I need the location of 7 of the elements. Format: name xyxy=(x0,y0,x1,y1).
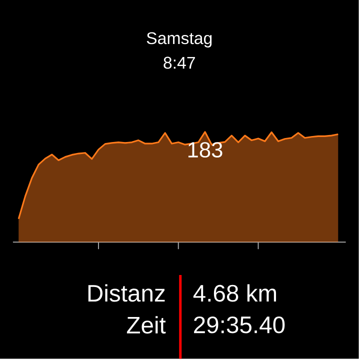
chart-title: Samstag xyxy=(146,32,212,48)
text: Distanz xyxy=(88,284,165,302)
chart-subtitle: 8:47 xyxy=(164,56,196,69)
text: 29:35.40 xyxy=(194,316,285,334)
text: 4.68 km xyxy=(194,284,276,302)
annotation: 183 xyxy=(188,142,222,158)
text: Zeit xyxy=(127,316,166,334)
